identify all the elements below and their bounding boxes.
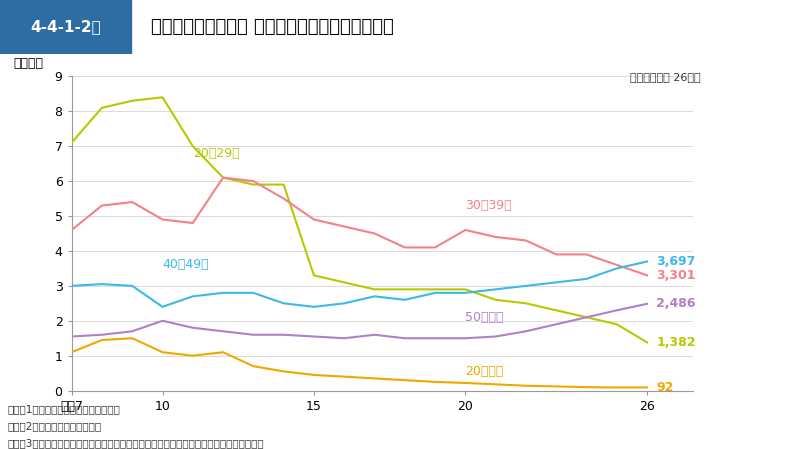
Text: 20～29歳: 20～29歳 xyxy=(193,147,240,160)
Text: 3,697: 3,697 xyxy=(656,255,696,268)
Bar xyxy=(0,0,131,54)
Text: 30～39歳: 30～39歳 xyxy=(466,199,512,212)
Text: 92: 92 xyxy=(656,381,673,394)
Text: 覚せい剤取締法違反 検挙人員の推移（年齢層別）: 覚せい剤取締法違反 検挙人員の推移（年齢層別） xyxy=(151,18,394,36)
Text: 注　　1　警察庁刑事局の資料による。: 注 1 警察庁刑事局の資料による。 xyxy=(8,404,121,414)
Text: 4-4-1-2図: 4-4-1-2図 xyxy=(31,19,101,35)
Text: 20歳未満: 20歳未満 xyxy=(466,365,504,378)
Text: 2,486: 2,486 xyxy=(656,297,696,310)
Text: 3,301: 3,301 xyxy=(656,269,696,282)
Text: 2　犯行時の年齢による。: 2 犯行時の年齢による。 xyxy=(8,421,102,431)
Y-axis label: （千人）: （千人） xyxy=(14,57,43,70)
Text: 50歳以上: 50歳以上 xyxy=(466,311,504,324)
Text: （平成７年～ 26年）: （平成７年～ 26年） xyxy=(630,72,700,82)
Text: 40～49歳: 40～49歳 xyxy=(162,259,209,271)
Text: 1,382: 1,382 xyxy=(656,336,696,349)
Text: 3　覚せい剤に係る麻薬特例法違反の検挙人員を含み，警察が検挙した人員に限る。: 3 覚せい剤に係る麻薬特例法違反の検挙人員を含み，警察が検挙した人員に限る。 xyxy=(8,438,264,448)
